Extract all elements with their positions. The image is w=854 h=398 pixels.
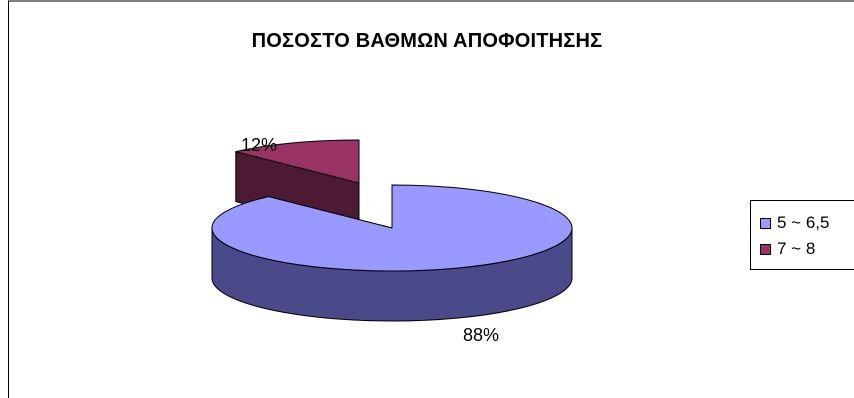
pie-slice xyxy=(211,184,573,322)
data-label: 12% xyxy=(241,135,277,155)
chart-title: ΠΟΣΟΣΤΟ ΒΑΘΜΩΝ ΑΠΟΦΟΙΤΗΣΗΣ xyxy=(251,30,603,52)
legend-item: 5 ~ 6,5 xyxy=(760,210,854,236)
data-labels: 88% 12% xyxy=(241,135,499,345)
legend: 5 ~ 6,5 7 ~ 8 xyxy=(750,200,854,270)
legend-label: 7 ~ 8 xyxy=(777,239,816,258)
pie-slice-top xyxy=(235,139,360,184)
legend-swatch-0 xyxy=(760,217,771,229)
pie-group xyxy=(211,139,573,322)
legend-label: 5 ~ 6,5 xyxy=(777,213,830,232)
pie-slice-top xyxy=(211,184,573,272)
data-label: 88% xyxy=(463,325,499,345)
legend-swatch-1 xyxy=(760,243,771,255)
legend-item: 7 ~ 8 xyxy=(760,236,854,262)
